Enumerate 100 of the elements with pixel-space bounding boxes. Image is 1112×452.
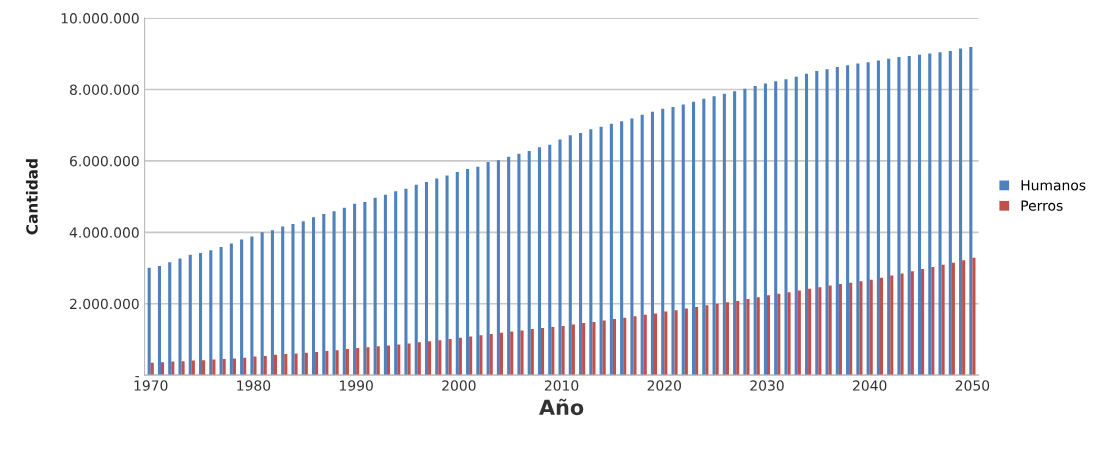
bar: [856, 63, 860, 376]
bar: [609, 123, 613, 376]
bar: [928, 53, 932, 376]
bar: [168, 262, 172, 376]
bar: [386, 345, 391, 376]
bar: [592, 321, 596, 376]
bar: [705, 305, 709, 376]
bar: [695, 306, 699, 376]
bar: [489, 334, 493, 376]
bar: [499, 332, 504, 376]
bar: [178, 258, 182, 376]
bar: [311, 217, 316, 376]
y-tick-label: 8.000.000: [69, 84, 139, 95]
x-tick-label: 2040: [853, 380, 887, 391]
bar: [273, 354, 278, 376]
bar: [281, 226, 285, 376]
bar: [879, 277, 884, 376]
bar: [188, 254, 192, 376]
bar: [445, 175, 449, 376]
bar: [301, 221, 305, 376]
bar: [808, 288, 812, 376]
bar: [304, 352, 308, 376]
bar: [715, 303, 719, 376]
bar: [404, 188, 408, 376]
bar: [599, 126, 603, 376]
bar: [476, 166, 480, 376]
bar: [756, 297, 760, 376]
bar: [212, 359, 216, 376]
bar: [630, 118, 634, 376]
bar: [633, 316, 637, 376]
bar: [507, 156, 511, 376]
bar: [612, 319, 616, 376]
bar: [674, 310, 678, 376]
bar: [643, 314, 647, 376]
bar: [969, 47, 973, 376]
bar: [702, 98, 706, 376]
bar: [363, 201, 367, 376]
bar: [897, 57, 901, 376]
bar: [818, 287, 822, 376]
bar: [325, 350, 329, 376]
bar: [202, 360, 206, 376]
bar: [671, 106, 675, 376]
bar: [243, 357, 247, 376]
bar: [849, 282, 853, 376]
bar: [951, 262, 955, 376]
bar: [684, 308, 688, 376]
bar: [736, 300, 740, 376]
y-axis-title: Cantidad: [25, 159, 38, 235]
bar: [561, 325, 565, 376]
y-tick-label: 10.000.000: [61, 13, 139, 24]
bar: [479, 335, 483, 376]
bar: [150, 362, 154, 376]
x-tick-label: 2050: [955, 380, 990, 391]
bar: [722, 93, 726, 376]
bar: [424, 181, 429, 376]
y-tick-label: 6.000.000: [69, 155, 139, 167]
bar: [366, 347, 370, 376]
bar: [250, 236, 254, 376]
x-tick-label: 1970: [134, 380, 168, 391]
bar: [650, 111, 654, 376]
bar: [486, 161, 490, 376]
x-tick-label: 2030: [750, 380, 784, 391]
bar: [394, 191, 398, 376]
bar: [332, 211, 336, 376]
bar: [397, 344, 401, 376]
bar: [260, 232, 264, 376]
bar: [171, 361, 175, 376]
bar: [222, 359, 226, 376]
bar: [835, 67, 839, 376]
bar: [438, 340, 442, 376]
bar: [890, 275, 894, 376]
bar: [948, 50, 952, 376]
bar: [229, 243, 233, 376]
bar: [455, 171, 459, 376]
bar: [661, 108, 665, 376]
bar: [335, 350, 339, 376]
bar: [219, 246, 223, 376]
bar: [753, 85, 757, 376]
bar: [825, 69, 829, 376]
bar: [787, 292, 791, 376]
y-tick-label: -: [135, 376, 140, 378]
bar: [654, 313, 658, 376]
bar: [725, 302, 729, 376]
bar: [876, 60, 880, 376]
bar: [910, 271, 914, 376]
x-axis-title: Año: [539, 398, 584, 416]
bar: [623, 317, 627, 376]
bar: [828, 285, 832, 376]
bar: [558, 139, 562, 376]
legend-label: Humanos: [1021, 180, 1086, 191]
bar: [232, 358, 236, 376]
bar: [469, 336, 473, 376]
bar: [510, 331, 514, 376]
bar: [582, 323, 586, 376]
bar: [962, 260, 966, 376]
bar: [517, 153, 521, 376]
bar: [527, 150, 531, 376]
bar: [466, 169, 470, 376]
bar: [181, 361, 185, 376]
bar: [579, 133, 583, 376]
